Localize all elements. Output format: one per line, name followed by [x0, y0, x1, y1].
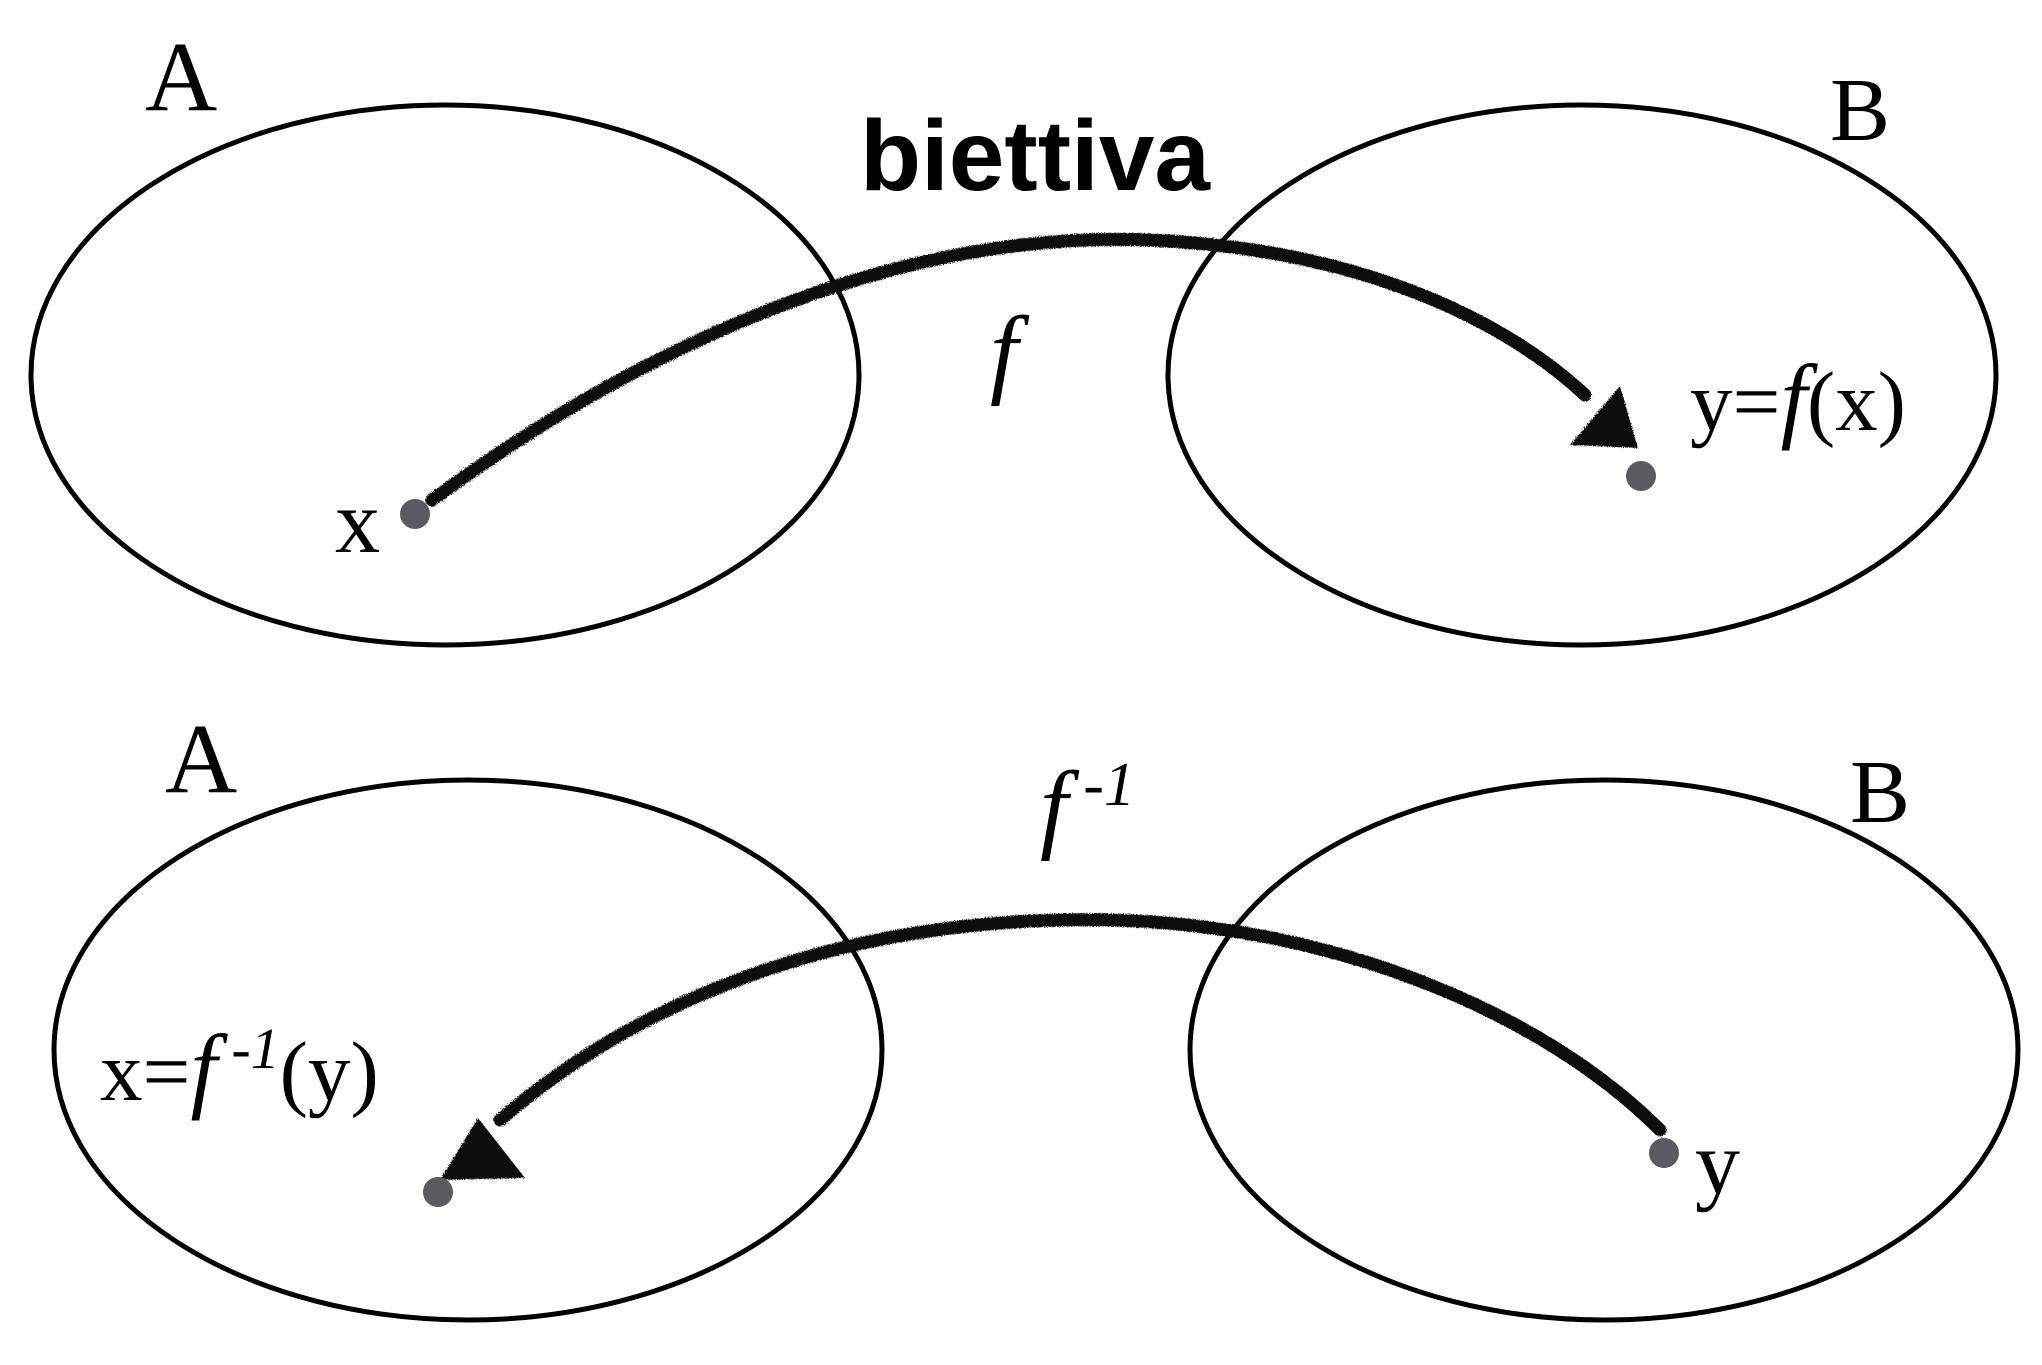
- top-arrowhead: [1570, 386, 1638, 448]
- bottom-preimage-arg: (y): [280, 1025, 379, 1119]
- bottom-preimage-prefix: x=: [100, 1025, 190, 1119]
- top-set-a: [28, 102, 862, 648]
- top-function-label: f: [990, 296, 1030, 407]
- bottom-mapping-arrow: [493, 913, 1667, 1137]
- top-diagram: A B x f y=f(x): [28, 21, 1999, 648]
- bottom-y-label: y: [1695, 1114, 1740, 1213]
- bottom-set-b: [1187, 777, 2021, 1323]
- bottom-function-exponent: -1: [1068, 751, 1135, 819]
- top-image-arg: (x): [1807, 355, 1906, 449]
- bottom-function-label: f -1: [1040, 751, 1135, 862]
- top-image-prefix: y=: [1690, 355, 1780, 449]
- title: biettiva: [860, 100, 1211, 212]
- bottom-preimage-label: x=f -1(y): [100, 1015, 379, 1121]
- top-x-label: x: [335, 473, 380, 572]
- bottom-set-a: [51, 777, 885, 1323]
- bottom-point-y: [1649, 1138, 1679, 1168]
- top-mapping-arrow: [425, 232, 1592, 507]
- bottom-arrowhead: [440, 1118, 525, 1180]
- top-set-b: [1165, 102, 1999, 648]
- bottom-set-a-label: A: [165, 703, 237, 814]
- top-point-y: [1626, 461, 1656, 491]
- bottom-set-b-label: B: [1850, 743, 1910, 842]
- top-point-x: [400, 499, 430, 529]
- top-set-a-label: A: [145, 21, 217, 132]
- bottom-point-x: [423, 1177, 453, 1207]
- top-set-b-label: B: [1830, 61, 1890, 160]
- bottom-diagram: A B y f -1 x=f -1(y): [51, 703, 2021, 1323]
- top-image-label: y=f(x): [1690, 345, 1906, 451]
- bottom-preimage-exponent: -1: [217, 1016, 280, 1081]
